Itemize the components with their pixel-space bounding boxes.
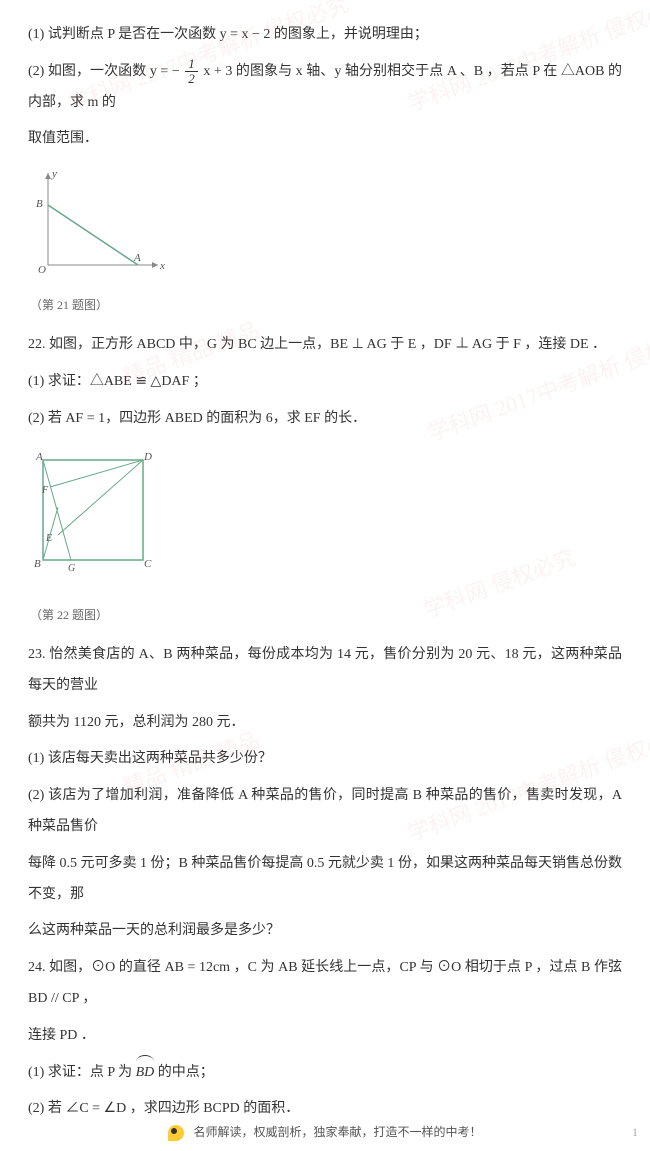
page-number: 1 <box>632 1119 638 1145</box>
label-B: B <box>34 558 41 570</box>
q22-svg: A D B C F E G <box>28 445 168 585</box>
label-A: A <box>35 451 43 463</box>
label-D: D <box>143 451 152 463</box>
q24-part1: (1) 求证：点 P 为 BD 的中点； <box>28 1058 622 1089</box>
label-F: F <box>41 485 49 496</box>
q23-part2a: (2) 该店为了增加利润，准备降低 A 种菜品的售价，同时提高 B 种菜品的售价… <box>28 781 622 843</box>
q22-part2: (2) 若 AF = 1，四边形 ABED 的面积为 6，求 EF 的长． <box>28 404 622 435</box>
fraction: 1 2 <box>185 57 198 87</box>
label-C: C <box>144 558 152 570</box>
label-x: x <box>159 260 165 272</box>
footer-text: 名师解读，权威剖析，独家奉献，打造不一样的中考！ <box>193 1125 481 1139</box>
q21-figure: O B A x y <box>28 165 622 288</box>
q22-figure: A D B C F E G <box>28 445 622 598</box>
q24-stem2: 连接 PD ． <box>28 1021 622 1052</box>
arc-BD: BD <box>136 1058 155 1089</box>
label-B: B <box>36 198 43 210</box>
q23-part2b: 每降 0.5 元可多卖 1 份；B 种菜品售价每提高 0.5 元就少卖 1 份，… <box>28 849 622 911</box>
q21-part1: (1) 试判断点 P 是否在一次函数 y = x − 2 的图象上，并说明理由； <box>28 20 622 51</box>
footer: 名师解读，权威剖析，独家奉献，打造不一样的中考！ <box>0 1119 650 1145</box>
q21-part2-line2: 取值范围． <box>28 124 622 155</box>
label-y: y <box>51 168 57 180</box>
label-O: O <box>38 264 46 275</box>
q22-part1: (1) 求证：△ABE ≌ △DAF ； <box>28 367 622 398</box>
q24-part1-post: 的中点； <box>154 1065 214 1080</box>
q21-part2-pre: (2) 如图，一次函数 y = − <box>28 64 180 79</box>
q21-part2: (2) 如图，一次函数 y = − 1 2 x + 3 的图象与 x 轴、y 轴… <box>28 57 622 119</box>
q24-stem1: 24. 如图，⊙O 的直径 AB = 12cm ，C 为 AB 延长线上一点，C… <box>28 953 622 1015</box>
q23-part1: (1) 该店每天卖出这两种菜品共多少份？ <box>28 744 622 775</box>
q21-svg: O B A x y <box>28 165 168 275</box>
label-A: A <box>133 252 141 264</box>
q24-part1-pre: (1) 求证：点 P 为 <box>28 1065 136 1080</box>
label-G: G <box>68 563 75 574</box>
label-E: E <box>45 533 52 544</box>
q23-stem1: 23. 怡然美食店的 A、B 两种菜品，每份成本均为 14 元，售价分别为 20… <box>28 640 622 702</box>
q22-fig-caption: （第 22 题图） <box>30 602 622 628</box>
q23-stem2: 额共为 1120 元，总利润为 280 元． <box>28 708 622 739</box>
frac-num: 1 <box>185 57 198 72</box>
q21-fig-caption: （第 21 题图） <box>30 292 622 318</box>
frac-den: 2 <box>185 72 198 86</box>
footer-icon <box>168 1125 184 1141</box>
q23-part2c: 么这两种菜品一天的总利润最多是多少？ <box>28 916 622 947</box>
q22-stem: 22. 如图，正方形 ABCD 中，G 为 BC 边上一点，BE ⊥ AG 于 … <box>28 330 622 361</box>
